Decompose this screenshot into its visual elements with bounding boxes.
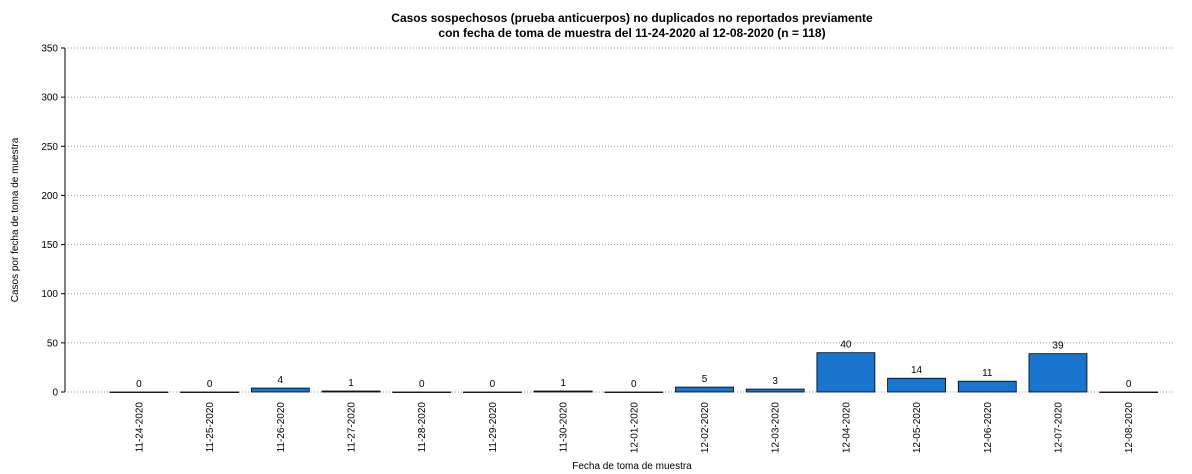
x-tick-label: 12-08-2020 (1124, 402, 1135, 454)
x-axis-label: Fecha de toma de muestra (572, 461, 692, 472)
x-tick-label: 12-07-2020 (1053, 402, 1064, 454)
x-tick-label: 12-01-2020 (629, 402, 640, 454)
bar (533, 390, 593, 393)
x-tick-label: 11-26-2020 (276, 402, 287, 453)
bar (463, 391, 522, 393)
data-label: 0 (207, 379, 213, 390)
data-label: 0 (631, 379, 637, 390)
x-tick-label: 11-25-2020 (205, 402, 216, 453)
y-tick-label: 50 (47, 338, 59, 349)
x-tick-label: 12-05-2020 (912, 402, 923, 454)
y-tick-label: 350 (41, 44, 58, 55)
y-tick-label: 100 (41, 289, 58, 300)
x-tick-label: 12-02-2020 (700, 402, 711, 454)
y-tick-label: 200 (41, 191, 58, 202)
x-tick-label: 11-28-2020 (417, 402, 428, 453)
y-axis-label: Casos por fecha de toma de muestra (10, 137, 21, 302)
data-label: 1 (560, 378, 566, 389)
data-label: 0 (1126, 379, 1132, 390)
bar (816, 352, 876, 393)
bar (392, 391, 452, 393)
data-label: 3 (772, 376, 778, 387)
x-tick-label: 11-30-2020 (559, 402, 570, 453)
bar (604, 391, 664, 393)
data-label: 1 (348, 378, 354, 389)
chart-title: Casos sospechosos (prueba anticuerpos) n… (391, 11, 873, 25)
bar (745, 388, 805, 393)
data-label: 11 (982, 368, 993, 379)
bar (887, 377, 946, 393)
data-label: 14 (911, 365, 923, 376)
bar (957, 380, 1017, 393)
data-label: 0 (419, 379, 425, 390)
data-label: 0 (136, 379, 142, 390)
bar (250, 387, 310, 393)
data-label: 5 (702, 374, 708, 385)
x-tick-label: 11-27-2020 (347, 402, 358, 453)
data-label: 40 (840, 340, 852, 351)
data-label: 0 (490, 379, 496, 390)
y-tick-label: 300 (41, 93, 58, 104)
y-tick-label: 150 (41, 240, 58, 251)
bar (180, 391, 240, 393)
x-tick-label: 11-29-2020 (488, 402, 499, 453)
bar (1099, 391, 1159, 393)
y-tick-label: 250 (41, 142, 58, 153)
x-tick-label: 11-24-2020 (134, 402, 145, 453)
bar (109, 391, 169, 393)
x-tick-label: 12-06-2020 (983, 402, 994, 454)
bar (675, 386, 734, 393)
x-tick-label: 12-03-2020 (771, 402, 782, 454)
chart-title: con fecha de toma de muestra del 11-24-2… (438, 26, 825, 40)
bar (321, 390, 381, 393)
x-tick-label: 12-04-2020 (841, 402, 852, 454)
data-label: 39 (1052, 341, 1064, 352)
y-tick-label: 0 (52, 388, 58, 399)
bar (1028, 353, 1088, 393)
data-label: 4 (278, 375, 284, 386)
